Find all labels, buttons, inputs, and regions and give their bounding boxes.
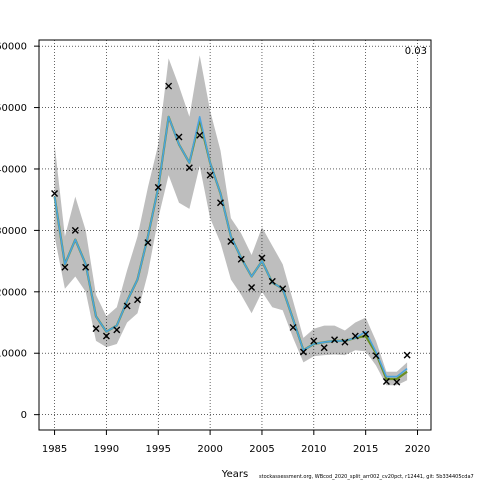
observation-marker	[144, 239, 152, 247]
observation-marker	[320, 344, 328, 352]
observation-marker	[382, 377, 390, 385]
corner-label: 0.03	[405, 46, 427, 57]
observation-marker	[403, 351, 411, 359]
y-tick-label: 30000	[0, 226, 27, 237]
observation-marker	[331, 336, 339, 344]
observation-marker	[351, 332, 359, 340]
x-tick-label: 2000	[197, 444, 222, 455]
series-line-layer	[53, 115, 408, 381]
x-axis: 1985 1990 1995 2000 2005 2010 2015 2020	[42, 430, 430, 455]
observation-marker	[289, 323, 297, 331]
y-tick-label: 60000	[0, 42, 27, 53]
grid-layer	[39, 40, 431, 430]
observation-marker	[372, 352, 380, 360]
observation-marker	[51, 190, 59, 198]
observation-marker	[123, 302, 131, 310]
x-tick-label: 2005	[249, 444, 274, 455]
observation-marker	[237, 255, 245, 263]
observation-marker	[185, 164, 193, 172]
observation-marker	[268, 277, 276, 285]
observation-marker	[248, 284, 256, 292]
x-tick-label: 2020	[405, 444, 430, 455]
observation-marker	[341, 338, 349, 346]
x-tick-label: 1990	[94, 444, 119, 455]
x-axis-title: Years	[221, 469, 248, 480]
y-tick-label: 10000	[0, 349, 27, 360]
observation-marker	[362, 330, 370, 338]
series-line-alternative-run	[53, 116, 408, 378]
observation-marker	[165, 82, 173, 90]
observation-marker	[154, 183, 162, 191]
y-tick-label: 0	[21, 410, 27, 421]
observation-marker	[61, 263, 69, 271]
observation-marker	[216, 199, 224, 207]
observation-marker	[134, 296, 142, 304]
confidence-band	[54, 55, 408, 386]
observation-marker	[258, 254, 266, 262]
observation-marker	[279, 285, 287, 293]
observation-marker	[310, 337, 318, 345]
plot-frame	[38, 39, 432, 431]
observation-marker	[299, 348, 307, 356]
observation-marker-layer	[51, 82, 411, 386]
observation-marker	[227, 237, 235, 245]
footer-caption: stockassessment.org, WBcod_2020_split_ar…	[259, 474, 474, 480]
observation-marker	[393, 378, 401, 386]
x-tick-label: 2015	[353, 444, 378, 455]
observation-marker	[92, 325, 100, 333]
x-tick-label: 2010	[301, 444, 326, 455]
y-tick-label: 40000	[0, 164, 27, 175]
confidence-band-layer	[54, 55, 408, 386]
observation-marker	[113, 326, 121, 334]
x-tick-label: 1985	[42, 444, 67, 455]
observation-marker	[175, 133, 183, 141]
observation-marker	[206, 171, 214, 179]
x-tick-label: 1995	[146, 444, 171, 455]
observation-marker	[71, 226, 79, 234]
observation-marker	[102, 332, 110, 340]
observation-marker	[82, 263, 90, 271]
y-tick-label: 50000	[0, 103, 27, 114]
observation-marker	[196, 131, 204, 139]
